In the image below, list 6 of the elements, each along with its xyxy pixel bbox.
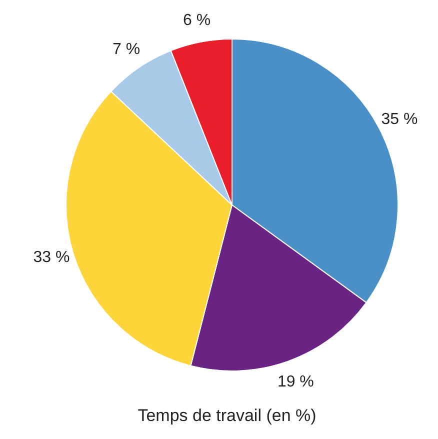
data-label: 6 % — [182, 12, 211, 29]
data-label: 33 % — [33, 248, 70, 266]
text: Temps de travail (en %) — [136, 406, 318, 426]
data-label: 19 % — [277, 373, 314, 390]
data-label: 35 % — [381, 111, 418, 128]
data-label: 7 % — [112, 41, 140, 58]
